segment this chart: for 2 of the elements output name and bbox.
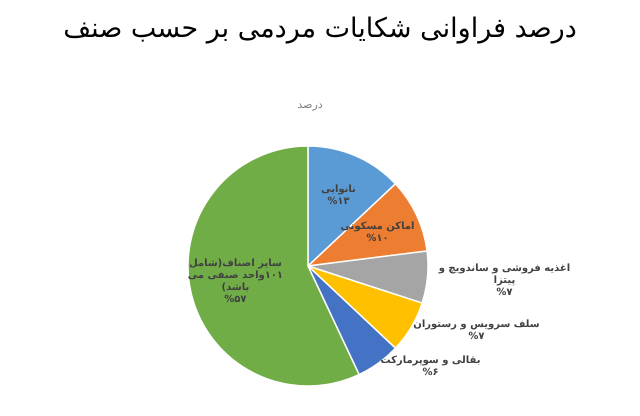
subtitle: درصد	[296, 98, 324, 112]
title: درصد فراوانی شکایات مردمی بر حسب صنف	[62, 12, 578, 46]
